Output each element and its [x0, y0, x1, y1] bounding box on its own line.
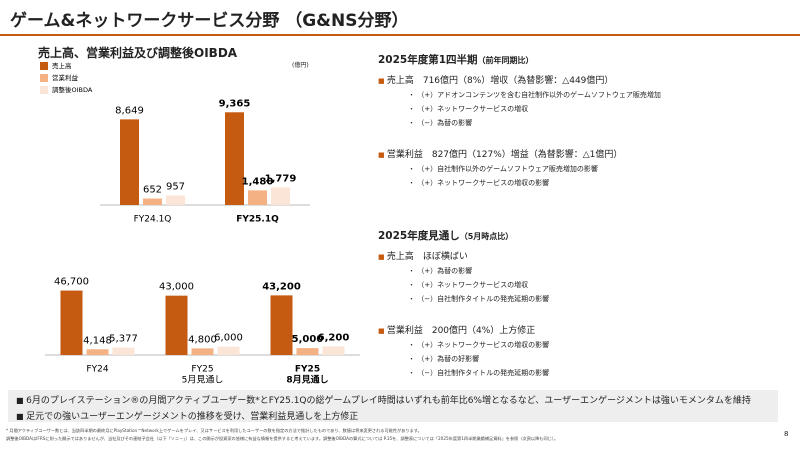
bar — [143, 198, 162, 205]
x-tick-label: 8月見通し — [286, 374, 328, 386]
sub-bullet: （+）ネットワークサービスの増収 — [408, 280, 793, 290]
bullet: 売上高 716億円（8%）増収（為替影響：△449億円） — [378, 73, 793, 86]
footnotes: * 月間アクティブユーザー数とは、当該四半期の最終月にPlayStation™N… — [6, 427, 766, 443]
value-label: 6,200 — [318, 332, 350, 343]
spacer — [378, 128, 793, 144]
sub-bullet: （+）自社制作以外のゲームソフトウェア販売増加の影響 — [408, 164, 793, 174]
heading-text: 2025年度第1四半期 — [378, 54, 478, 66]
section: 2025年度第1四半期（前年同期比） 売上高 716億円（8%）増収（為替影響：△… — [378, 52, 793, 188]
value-label: 4,800 — [188, 334, 217, 345]
x-tick-label: FY25 — [191, 365, 213, 375]
value-label: 1,480 — [242, 176, 274, 187]
legend-swatch — [40, 62, 48, 70]
bar — [217, 346, 240, 355]
bar — [225, 112, 244, 205]
bullet: 営業利益 827億円（127%）増益（為替影響：△1億円） — [378, 147, 793, 160]
slide-title: ゲーム&ネットワークサービス分野 （G&NS分野） — [10, 11, 409, 31]
x-tick-label: 5月見通し — [182, 375, 224, 386]
highlight: 6月のプレイステーション®の月間アクティブユーザー数*とFY25.1Qの総ゲーム… — [16, 393, 778, 406]
bar — [166, 195, 185, 205]
sub-bullet: （+）為替の影響 — [408, 266, 793, 276]
value-label: 46,700 — [54, 277, 89, 288]
sub-bullet: （+）為替の好影響 — [408, 354, 793, 364]
sub-bullet: （+）アドオンコンテンツを含む自社制作以外のゲームソフトウェア販売増加 — [408, 90, 793, 100]
legend-label: 売上高 — [52, 61, 72, 70]
x-tick-label: FY25.1Q — [236, 215, 279, 225]
legend-label: 調整後OIBDA — [52, 85, 93, 94]
unit-label: (億円) — [292, 62, 309, 69]
bar — [322, 346, 345, 355]
bar — [60, 290, 83, 355]
bar — [270, 295, 293, 355]
x-tick-label: FY24 — [86, 365, 108, 375]
bar — [112, 347, 135, 355]
sub-bullet: （−）自社制作タイトルの発売延期の影響 — [408, 294, 793, 304]
value-label: 5,000 — [292, 334, 324, 345]
bullet: 営業利益 200億円（4%）上方修正 — [378, 323, 793, 336]
section-heading: 2025年度見通し（5月時点比） — [378, 228, 793, 243]
title-rule — [0, 34, 800, 36]
section: 2025年度見通し（5月時点比） 売上高 ほぼ横ばい （+）為替の影響 （+）ネットワ… — [378, 228, 793, 378]
value-label: 4,148 — [83, 335, 112, 346]
value-label: 43,200 — [262, 281, 301, 292]
value-label: 957 — [166, 182, 185, 193]
highlight: 足元での強いユーザーエンゲージメントの推移を受け、営業利益見通しを上方修正 — [16, 409, 778, 422]
sub-bullet: （+）ネットワークサービスの増収 — [408, 104, 793, 114]
spacer — [378, 304, 793, 320]
value-label: 652 — [143, 185, 162, 196]
commentary: 2025年度第1四半期（前年同期比） 売上高 716億円（8%）増収（為替影響：△… — [378, 52, 793, 392]
footnote: * 月間アクティブユーザー数とは、当該四半期の最終月にPlayStation™N… — [6, 428, 422, 433]
value-label: 9,365 — [219, 98, 251, 109]
bar — [271, 187, 290, 205]
value-label: 5,377 — [109, 334, 138, 345]
sub-bullet: （+）ネットワークサービスの増収の影響 — [408, 178, 793, 188]
bar — [296, 348, 319, 355]
chart-title: 売上高、営業利益及び調整後OIBDA — [38, 46, 238, 60]
sub-bullet: （−）為替の影響 — [408, 118, 793, 128]
value-label: 6,000 — [214, 333, 243, 344]
legend-swatch — [40, 86, 48, 94]
bar — [120, 119, 139, 205]
sub-bullet: （−）自社制作タイトルの発売延期の影響 — [408, 368, 793, 378]
bar — [86, 349, 109, 355]
legend-label: 営業利益 — [52, 73, 79, 82]
sub-bullet: （+）ネットワークサービスの増収の影響 — [408, 340, 793, 350]
value-label: 43,000 — [159, 282, 194, 293]
bar — [248, 190, 267, 205]
bar — [191, 348, 214, 355]
heading-note: （前年同期比） — [477, 56, 534, 65]
bar — [165, 295, 188, 355]
footnote: 調整後OIBDAはIFRSに則った開示ではありませんが、当社及びその連結子会社（… — [6, 436, 559, 441]
heading-note: （5月時点比） — [459, 232, 514, 241]
highlight-box: 6月のプレイステーション®の月間アクティブユーザー数*とFY25.1Qの総ゲーム… — [8, 390, 778, 422]
page-number: 8 — [784, 430, 789, 438]
x-tick-label: FY24.1Q — [134, 215, 172, 225]
value-label: 1,779 — [265, 173, 297, 184]
heading-text: 2025年度見通し — [378, 230, 460, 242]
legend-swatch — [40, 74, 48, 82]
x-tick-label: FY25 — [295, 365, 320, 375]
charts: FY24.1Q 8,649 652 957 FY25.1Q 9,365 1,4801,779… — [40, 61, 360, 386]
section-heading: 2025年度第1四半期（前年同期比） — [378, 52, 793, 67]
bullet: 売上高 ほぼ横ばい — [378, 249, 793, 262]
value-label: 8,649 — [115, 105, 144, 116]
